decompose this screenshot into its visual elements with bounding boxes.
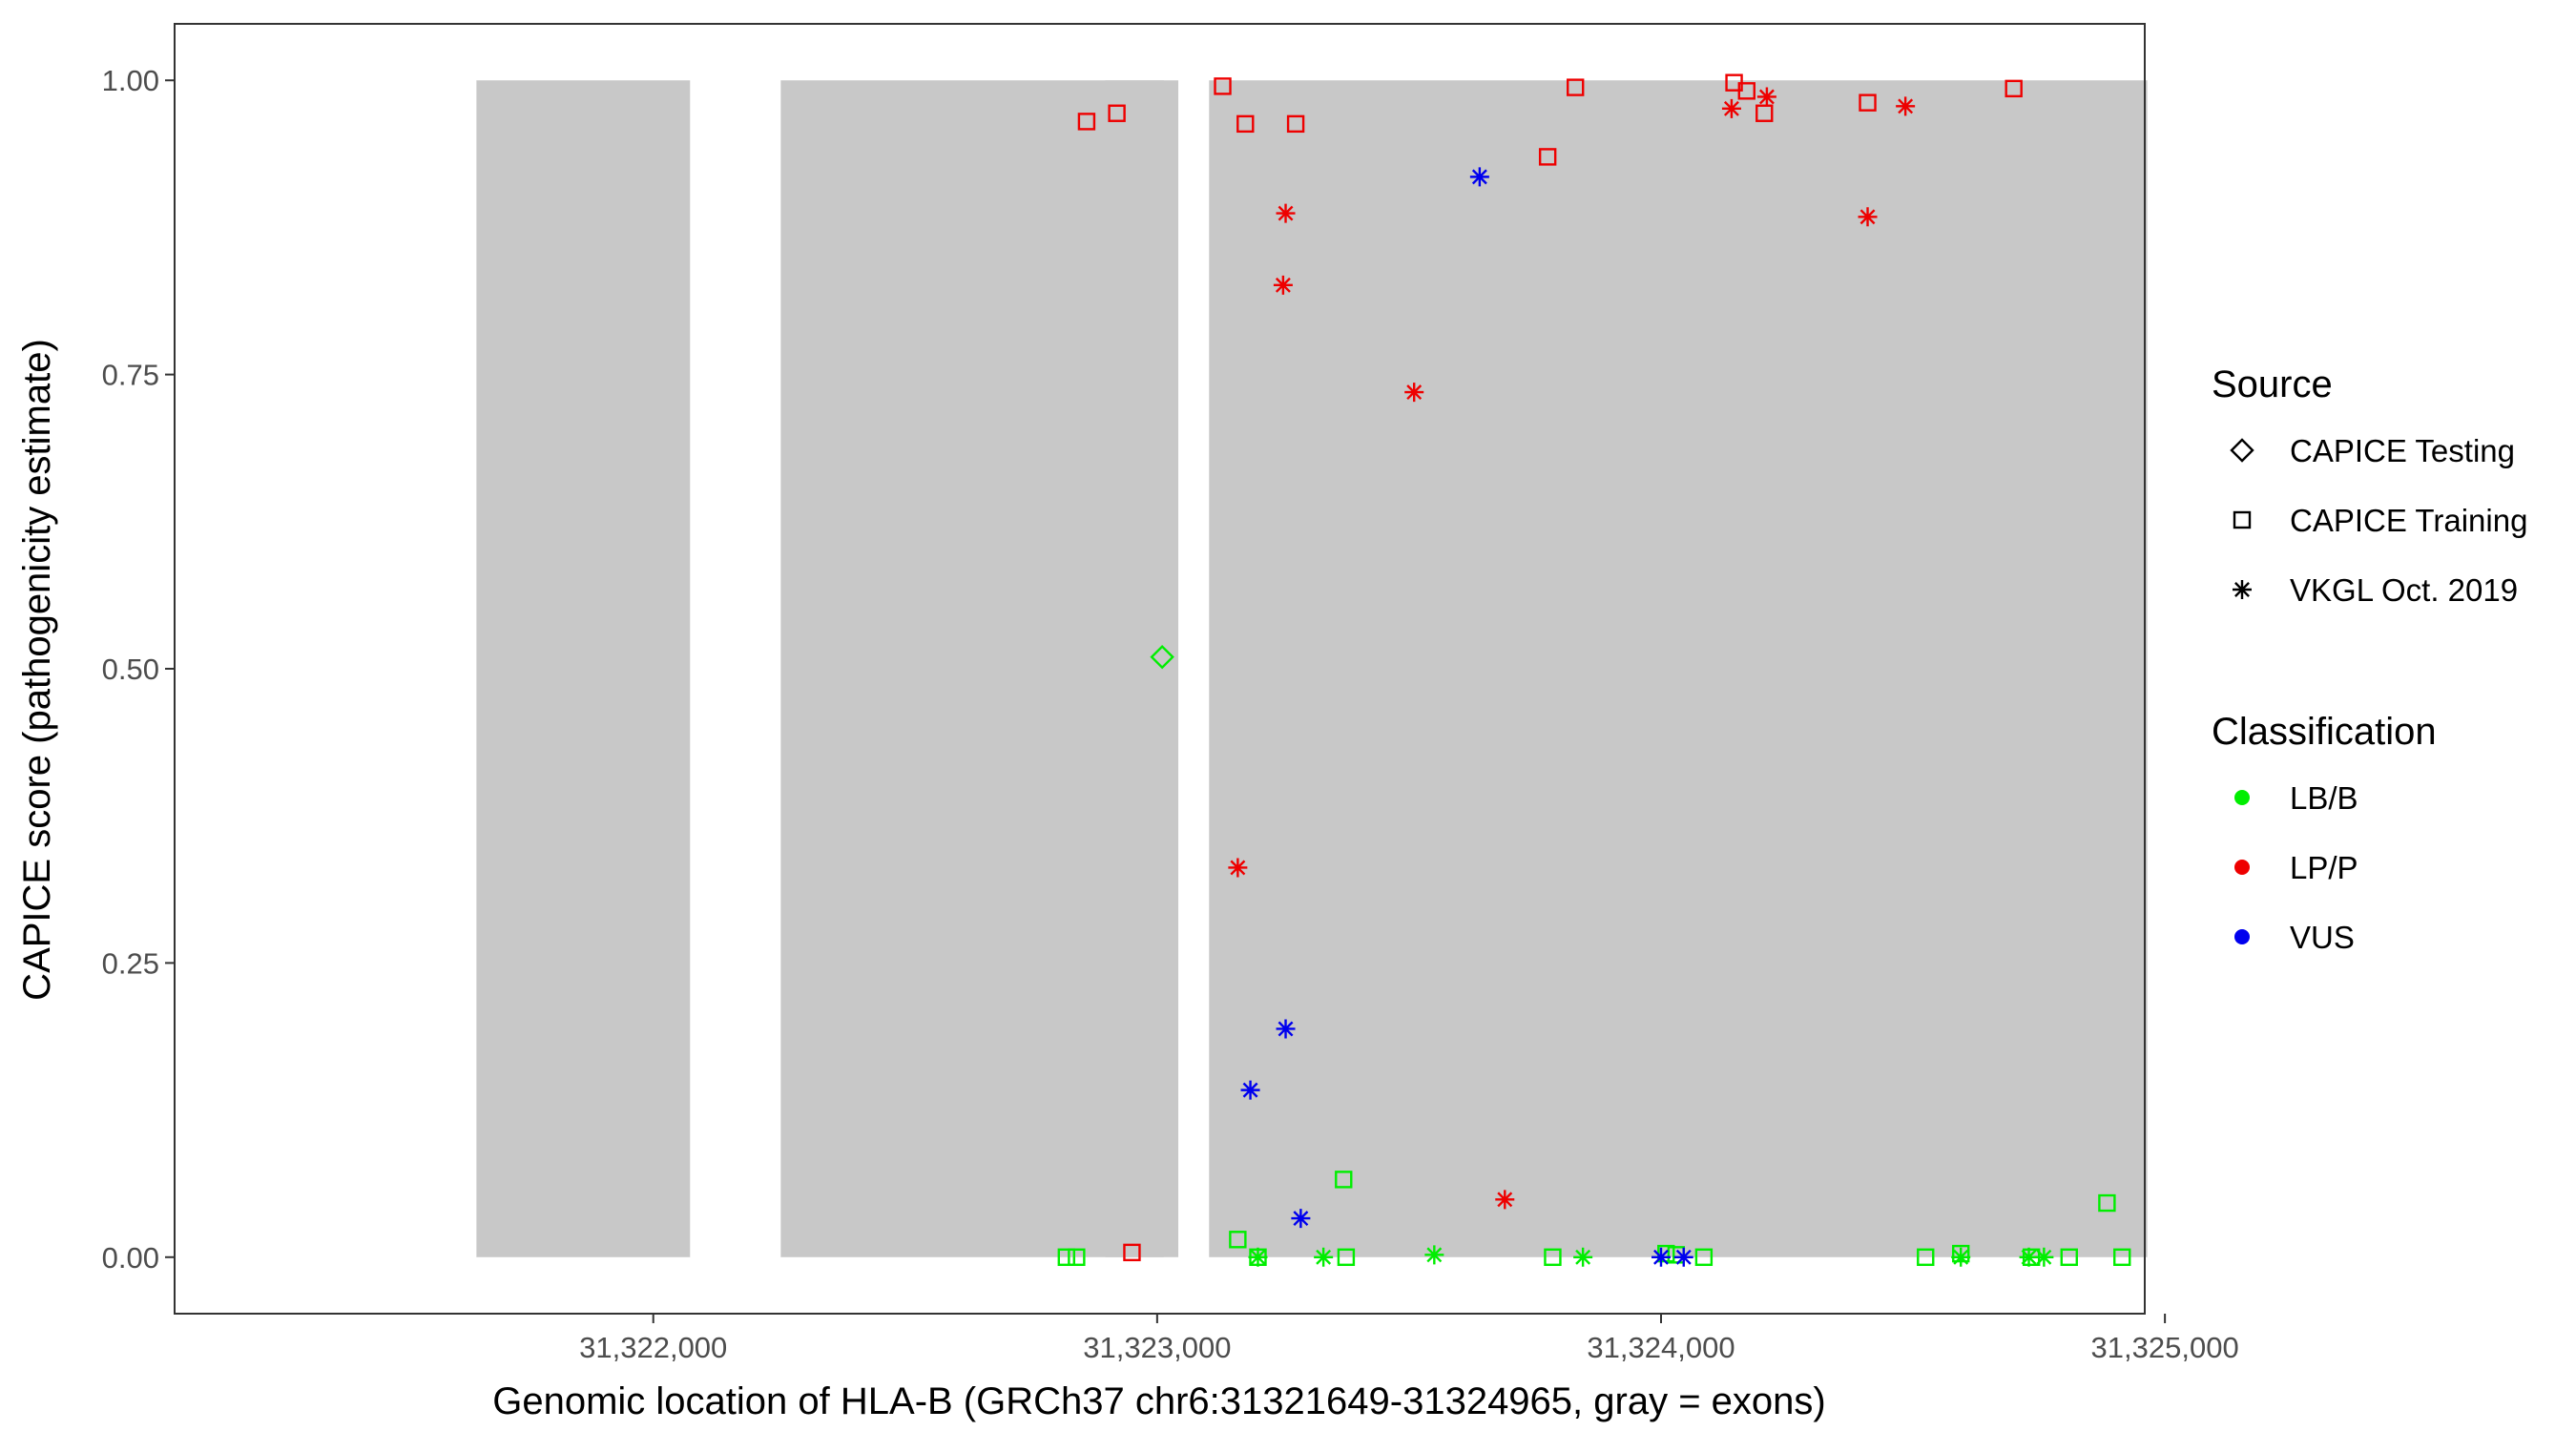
data-point-asterisk xyxy=(1291,1209,1311,1229)
data-point-square xyxy=(1567,78,1585,96)
data-point-square xyxy=(1123,1243,1141,1262)
data-point-diamond xyxy=(1150,644,1174,670)
data-point-asterisk xyxy=(1276,1019,1296,1039)
data-point-asterisk xyxy=(1896,96,1916,116)
data-point-square xyxy=(1538,148,1557,166)
legend-key-dot xyxy=(2234,860,2250,875)
data-point-square xyxy=(1694,1248,1714,1266)
data-point-asterisk xyxy=(1314,1247,1334,1267)
data-point-asterisk xyxy=(1573,1247,1593,1267)
data-point-square xyxy=(2098,1193,2116,1213)
data-point-asterisk xyxy=(1756,87,1776,107)
data-point-asterisk xyxy=(1858,207,1878,227)
legend-key-asterisk xyxy=(2233,580,2252,599)
y-tick-label: 0.25 xyxy=(102,946,159,980)
y-tick-label: 0.50 xyxy=(102,653,159,686)
legend-source-keys xyxy=(2230,438,2254,599)
legend-key-square xyxy=(2233,510,2252,529)
data-point-square xyxy=(2005,79,2023,98)
data-point-asterisk xyxy=(1673,1247,1693,1267)
data-point-asterisk xyxy=(1273,275,1293,295)
legend-class-label: LP/P xyxy=(2290,850,2358,885)
data-point-square xyxy=(1737,82,1755,100)
legend-class-label: VUS xyxy=(2290,920,2355,955)
data-points xyxy=(1057,73,2131,1267)
x-tick-label: 31,323,000 xyxy=(1083,1331,1231,1364)
data-point-square xyxy=(1077,113,1096,131)
data-point-square xyxy=(1544,1248,1562,1266)
exon-band xyxy=(476,80,691,1257)
legend-key-diamond xyxy=(2230,438,2254,463)
data-point-square xyxy=(1214,77,1232,95)
data-point-square xyxy=(2113,1248,2131,1266)
data-point-square xyxy=(1108,104,1126,122)
data-point-square xyxy=(1917,1248,1935,1266)
legend-class-label: LB/B xyxy=(2290,780,2358,816)
data-point-asterisk xyxy=(1721,98,1741,118)
data-point-asterisk xyxy=(1240,1080,1260,1100)
data-point-square xyxy=(1286,114,1305,134)
data-point-asterisk xyxy=(1248,1247,1268,1267)
data-point-square xyxy=(1859,93,1877,112)
data-point-asterisk xyxy=(1951,1247,1971,1267)
axes: 0.00 0.25 0.50 0.75 1.00 31,322,000 31,323,000… xyxy=(102,64,2239,1364)
data-point-square xyxy=(1068,1248,1086,1266)
legend-source-title: Source xyxy=(2212,363,2333,405)
data-point-square xyxy=(1335,1171,1353,1189)
legend-classification-title: Classification xyxy=(2212,711,2437,753)
data-point-square xyxy=(1057,1248,1075,1266)
legend-class-keys xyxy=(2234,790,2250,944)
data-point-asterisk xyxy=(2019,1247,2039,1267)
x-axis-title: Genomic location of HLA-B (GRCh37 chr6:3… xyxy=(492,1380,1825,1422)
data-point-asterisk xyxy=(1228,858,1248,878)
data-point-asterisk xyxy=(1469,167,1489,187)
y-tick-label: 1.00 xyxy=(102,64,159,97)
data-point-square xyxy=(1755,104,1774,122)
data-point-asterisk xyxy=(1651,1247,1671,1267)
legend-key-dot xyxy=(2234,929,2250,944)
x-tick-label: 31,322,000 xyxy=(579,1331,727,1364)
x-tick-label: 31,324,000 xyxy=(1587,1331,1735,1364)
y-axis-title: CAPICE score (pathogenicity estimate) xyxy=(16,339,58,1001)
data-point-asterisk xyxy=(1424,1245,1444,1265)
legend-source-label: CAPICE Testing xyxy=(2290,433,2515,468)
data-point-square xyxy=(1236,114,1255,134)
legend-source-label: VKGL Oct. 2019 xyxy=(2290,572,2518,608)
data-point-asterisk xyxy=(2034,1247,2054,1267)
x-tick-label: 31,325,000 xyxy=(2091,1331,2239,1364)
legend-source-label: CAPICE Training xyxy=(2290,503,2527,538)
legend: Source CAPICE Testing CAPICE Training VK… xyxy=(2212,363,2527,955)
data-point-asterisk xyxy=(1495,1190,1515,1210)
data-point-square xyxy=(2060,1248,2078,1266)
legend-key-dot xyxy=(2234,790,2250,805)
y-tick-label: 0.75 xyxy=(102,359,159,392)
y-tick-label: 0.00 xyxy=(102,1241,159,1275)
exon-regions xyxy=(476,80,2148,1257)
exon-band xyxy=(1209,80,2148,1257)
data-point-asterisk xyxy=(1276,203,1296,223)
exon-band xyxy=(1105,80,1164,1257)
data-point-square xyxy=(1229,1231,1247,1249)
data-point-square xyxy=(1337,1248,1356,1266)
data-point-asterisk xyxy=(1404,383,1424,403)
